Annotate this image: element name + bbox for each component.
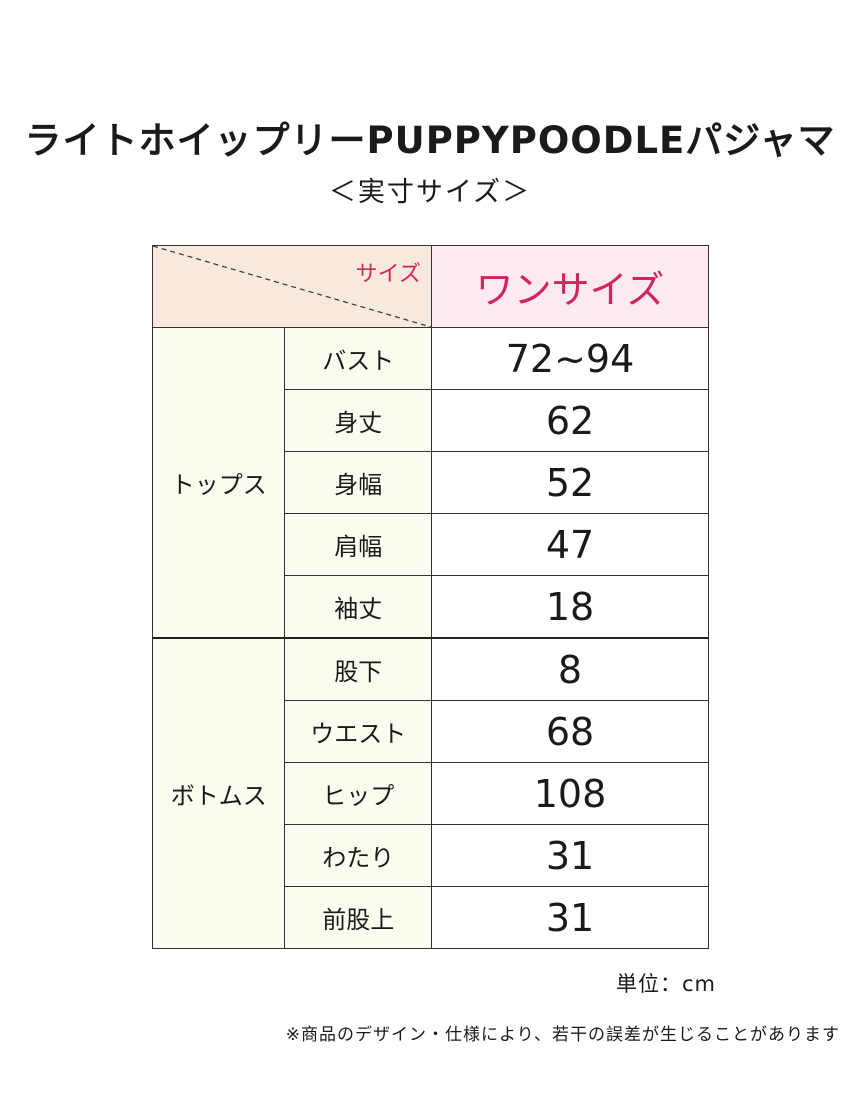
- table-row: ウエスト 68: [153, 700, 709, 763]
- measure-label: わたり: [284, 824, 432, 887]
- measure-label: ヒップ: [284, 762, 432, 825]
- measure-label: 身幅: [284, 451, 432, 514]
- measure-value: 47: [431, 513, 709, 576]
- page-title: ライトホイップリーPUPPYPOODLEパジャマ: [24, 119, 836, 162]
- group-label-tops: トップス: [151, 327, 286, 639]
- measure-label: ウエスト: [284, 700, 432, 763]
- measure-value: 68: [431, 700, 709, 763]
- unit-label: 単位：cm: [615, 972, 716, 996]
- measure-value: 108: [431, 762, 709, 825]
- measure-value: 72~94: [431, 327, 709, 390]
- size-chart-table: サイズ ワンサイズ トップス バスト 72~94 身丈 62 身幅 52 肩幅 …: [151, 245, 709, 949]
- table-row: ボトムス 股下 8: [151, 637, 709, 949]
- measure-value: 52: [431, 451, 709, 514]
- table-row: トップス バスト 72~94: [151, 327, 709, 639]
- measure-label: バスト: [284, 327, 432, 390]
- table-row: ヒップ 108: [153, 762, 709, 825]
- measure-label: 身丈: [284, 389, 432, 452]
- table-row: 前股上 31: [153, 886, 709, 949]
- table-row: 袖丈 18: [153, 575, 709, 639]
- corner-header-cell: サイズ: [152, 245, 432, 328]
- measure-value: 31: [431, 824, 709, 887]
- measure-value: 31: [431, 886, 709, 949]
- table-row: 身幅 52: [153, 451, 709, 514]
- measure-label: 前股上: [284, 886, 432, 949]
- measure-label: 袖丈: [284, 575, 432, 639]
- diagonal-divider-line: [153, 246, 431, 327]
- corner-size-label: サイズ: [355, 262, 421, 287]
- measure-value: 18: [431, 575, 709, 639]
- table-row: 肩幅 47: [153, 513, 709, 576]
- group-label-bottoms: ボトムス: [151, 637, 286, 949]
- table-header-row: サイズ ワンサイズ: [152, 245, 709, 328]
- table-row: 身丈 62: [153, 389, 709, 452]
- page-subtitle: ＜実寸サイズ＞: [328, 177, 532, 208]
- table-row: わたり 31: [153, 824, 709, 887]
- size-column-header: ワンサイズ: [431, 245, 709, 328]
- measure-value: 8: [431, 637, 709, 701]
- measure-label: 肩幅: [284, 513, 432, 576]
- measure-value: 62: [431, 389, 709, 452]
- measure-label: 股下: [284, 637, 432, 701]
- disclaimer-note: ※商品のデザイン・仕様により、若干の誤差が生じることがあります: [285, 1025, 840, 1045]
